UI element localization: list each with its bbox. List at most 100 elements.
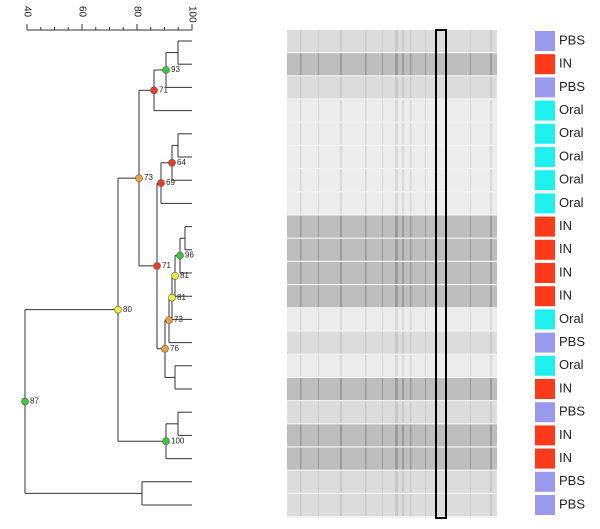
node-dot xyxy=(168,293,176,302)
gel-band xyxy=(410,308,412,331)
gel-band xyxy=(300,30,302,52)
node-label: 76 xyxy=(170,344,179,353)
gel-band xyxy=(395,192,398,215)
gel-band xyxy=(318,354,319,377)
gel-band xyxy=(410,354,412,377)
gel-band xyxy=(318,76,319,99)
node-dot xyxy=(162,66,170,74)
group-swatch xyxy=(535,170,555,191)
gel-band xyxy=(300,494,302,516)
group-label: IN xyxy=(559,56,572,71)
group-label: Oral xyxy=(559,311,584,326)
gel-band xyxy=(382,146,383,168)
group-swatch xyxy=(535,123,555,144)
gel-band xyxy=(470,401,471,424)
gel-band xyxy=(340,401,342,424)
gel-band xyxy=(425,378,426,400)
node-label: 73 xyxy=(174,315,183,324)
group-swatch xyxy=(535,332,555,353)
gel-band xyxy=(410,192,412,215)
gel-lane xyxy=(287,308,497,331)
gel-band xyxy=(365,215,367,238)
gel-band xyxy=(395,122,398,145)
gel-band xyxy=(402,262,404,284)
node-dot xyxy=(114,305,122,314)
gel-band xyxy=(402,447,404,470)
gel-band xyxy=(340,424,342,447)
gel-lane xyxy=(287,331,497,354)
gel-band xyxy=(318,53,319,76)
gel-band xyxy=(425,169,426,192)
gel-band xyxy=(402,378,404,400)
gel-band xyxy=(365,354,367,377)
gel-band xyxy=(402,470,404,493)
gel-band xyxy=(410,331,412,354)
gel-band xyxy=(340,285,342,308)
gel-band xyxy=(402,169,404,192)
gel-band xyxy=(340,215,342,238)
gel-band xyxy=(402,30,404,52)
gel-lane xyxy=(287,122,497,145)
gel-band xyxy=(318,378,319,400)
gel-band xyxy=(382,169,383,192)
gel-band xyxy=(300,122,302,145)
gel-band xyxy=(300,192,302,215)
gel-band xyxy=(318,192,319,215)
gel-band xyxy=(300,285,302,308)
gel-band xyxy=(382,192,383,215)
gel-band xyxy=(318,238,319,261)
gel-lane xyxy=(287,99,497,122)
gel-band xyxy=(402,331,404,354)
gel-band xyxy=(470,30,471,52)
gel-band xyxy=(425,285,426,308)
gel-band xyxy=(470,169,471,192)
gel-band xyxy=(340,99,342,122)
node-label: 87 xyxy=(30,397,39,406)
gel-band xyxy=(402,354,404,377)
gel-band xyxy=(340,447,342,470)
gel-band xyxy=(425,76,426,99)
node-label: 93 xyxy=(171,65,180,74)
group-swatch xyxy=(535,355,555,376)
gel-band xyxy=(395,424,398,447)
gel-band xyxy=(490,122,492,145)
gel-band xyxy=(490,53,492,76)
node-dot xyxy=(168,159,176,167)
group-label: Oral xyxy=(559,148,584,163)
gel-band xyxy=(425,53,426,76)
gel-band xyxy=(402,238,404,261)
gel-band xyxy=(490,331,492,354)
gel-band xyxy=(395,99,398,122)
gel-lane xyxy=(287,146,497,168)
gel-band xyxy=(470,331,471,354)
group-label: Oral xyxy=(559,195,584,210)
gel-band xyxy=(402,53,404,76)
gel-band xyxy=(490,192,492,215)
gel-band xyxy=(365,192,367,215)
group-swatch xyxy=(535,147,555,167)
gel-band xyxy=(318,215,319,238)
gel-band xyxy=(490,424,492,447)
gel-band xyxy=(340,146,342,168)
gel-band xyxy=(395,285,398,308)
gel-band xyxy=(410,146,412,168)
gel-band xyxy=(410,30,412,52)
gel-band xyxy=(425,447,426,470)
gel-lane xyxy=(287,424,497,447)
gel-band xyxy=(382,354,383,377)
gel-band xyxy=(365,238,367,261)
gel-band xyxy=(395,169,398,192)
gel-band xyxy=(410,285,412,308)
gel-band xyxy=(410,447,412,470)
gel-band xyxy=(402,99,404,122)
node-label: 100 xyxy=(171,436,185,445)
gel-band xyxy=(365,470,367,493)
gel-band xyxy=(382,238,383,261)
gel-band xyxy=(410,53,412,76)
group-swatch xyxy=(535,309,555,330)
highlight-box xyxy=(435,29,447,519)
gel-band xyxy=(382,30,383,52)
group-swatch xyxy=(535,263,555,283)
gel-band xyxy=(490,99,492,122)
gel-band xyxy=(425,146,426,168)
